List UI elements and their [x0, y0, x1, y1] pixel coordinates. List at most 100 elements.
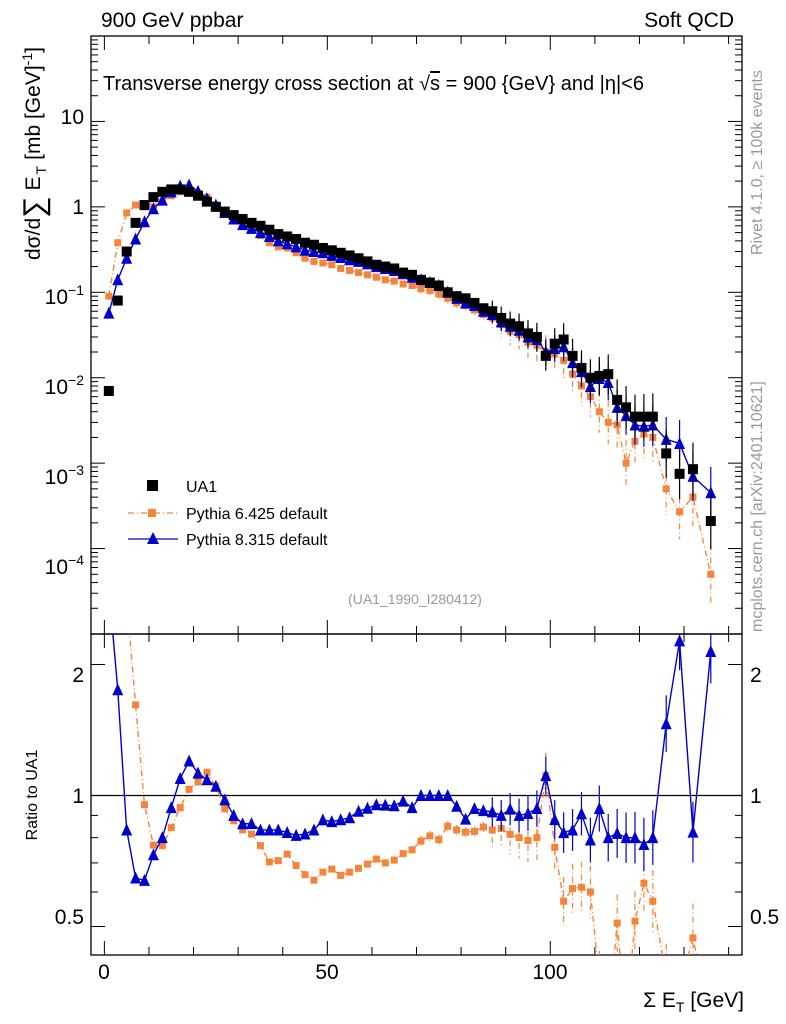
ua1-point	[121, 246, 132, 257]
pythia6-ratio-point	[283, 850, 291, 858]
pythia6-ratio-point	[185, 785, 193, 793]
pythia6-ratio-point	[577, 883, 585, 891]
ua1-point	[291, 234, 302, 245]
pythia6-ratio-point	[586, 888, 594, 896]
y-tick-label-1e-3: 10−3	[45, 462, 85, 489]
pythia6-point	[123, 209, 131, 217]
x-tick-label-100: 100	[532, 961, 567, 984]
rivet-version-label: Rivet 4.1.0, ≥ 100k events	[749, 70, 766, 255]
pythia8-point	[272, 234, 284, 247]
ua1-point	[522, 328, 533, 339]
ua1-point	[219, 206, 230, 217]
pythia8-ratio-point	[558, 826, 570, 839]
ua1-point	[344, 250, 355, 261]
pythia6-ratio-point	[292, 861, 300, 869]
ua1-point	[585, 372, 596, 383]
pythia6-ratio-point	[408, 846, 416, 854]
pythia8-ratio-point	[424, 788, 436, 801]
xlabel-sigma: Σ E	[643, 989, 676, 1012]
ua1-point	[326, 245, 337, 256]
pythia6-ratio-point	[569, 885, 577, 893]
pythia6-point	[274, 243, 282, 251]
pythia6-point	[132, 201, 140, 209]
pythia8-ratio-point	[299, 827, 311, 840]
ua1-point	[228, 210, 239, 221]
pythia6-ratio-point	[381, 859, 389, 867]
pythia8-ratio-point	[593, 802, 605, 815]
pythia6-ratio-point	[203, 768, 211, 776]
pythia8-ratio-point	[174, 772, 186, 785]
ylabel-sub: T	[33, 165, 49, 174]
legend-label-pythia6: Pythia 6.425 default	[186, 506, 328, 523]
ratio-tick-label-right-1: 1	[750, 785, 762, 808]
pythia6-point	[662, 485, 670, 493]
pythia8-ratio-point	[495, 808, 507, 821]
ua1-point	[237, 214, 248, 225]
pythia8-ratio-point	[549, 813, 561, 826]
pythia8-ratio-point	[130, 871, 142, 884]
legend: UA1 Pythia 6.425 default Pythia 8.315 de…	[128, 479, 328, 549]
pythia6-point	[381, 276, 389, 284]
data-series	[103, 178, 717, 1024]
mcplots-source-label: mcplots.cern.ch [arXiv:2401.10621]	[749, 381, 766, 632]
pythia8-ratio-point	[147, 848, 159, 861]
ua1-point	[603, 369, 614, 380]
pythia8-ratio-point	[620, 831, 632, 844]
ua1-point	[103, 385, 114, 396]
pythia6-point	[337, 264, 345, 272]
ua1-point	[576, 362, 587, 373]
pythia6-point	[114, 239, 122, 247]
ylabel-e: E	[22, 176, 45, 190]
pythia8-ratio-point	[433, 788, 445, 801]
pythia6-ratio-point	[435, 836, 443, 844]
ua1-point	[255, 220, 266, 231]
pythia6-point	[595, 408, 603, 416]
x-tick-label-0: 0	[98, 961, 110, 984]
ua1-point	[487, 306, 498, 317]
pythia6-ratio-point	[132, 701, 140, 709]
y-axis-label: dσ/d∑ ET [mb [GeV]-1]	[18, 47, 51, 260]
pythia6-ratio-point	[337, 871, 345, 879]
ua1-point	[549, 338, 560, 349]
ua1-point	[661, 448, 672, 459]
pythia8-ratio-point	[660, 717, 672, 730]
pythia8-ratio-point	[513, 808, 525, 821]
ua1-point	[647, 411, 658, 422]
legend-marker-pythia8	[147, 532, 159, 544]
pythia6-ratio-point	[158, 842, 166, 850]
ua1-point	[424, 277, 435, 288]
plot-title: Transverse energy cross section at √s = …	[103, 73, 644, 95]
pythia8-ratio-point	[103, 581, 114, 593]
xlabel-unit: [GeV]	[684, 989, 744, 1012]
ylabel-sup: -1	[19, 53, 35, 66]
pythia6-ratio-point	[623, 1020, 630, 1024]
pythia6-ratio-point	[479, 823, 487, 831]
pythia6-ratio-point	[248, 830, 256, 838]
pythia6-ratio-point	[524, 837, 532, 845]
pythia8-ratio-point	[237, 817, 249, 830]
pythia8-ratio-point	[397, 794, 409, 807]
pythia8-ratio-point	[575, 807, 587, 820]
pythia6-point	[105, 292, 113, 300]
ua1-point	[264, 224, 275, 235]
analysis-id-label: (UA1_1990_I280412)	[348, 591, 482, 607]
pythia8-ratio-point	[647, 831, 659, 844]
legend-marker-pythia6	[148, 509, 156, 517]
pythia8-ratio-point	[254, 823, 266, 836]
pythia6-point	[292, 249, 300, 257]
pythia6-ratio-point	[426, 832, 434, 840]
pythia6-ratio-point	[390, 856, 398, 864]
ua1-point	[687, 464, 698, 475]
pythia8-ratio-point	[522, 807, 534, 820]
pythia6-ratio-point	[176, 804, 184, 812]
svg-text:dσ/d∑ET[mb [GeV]-1]: dσ/d∑ ET [mb [GeV]-1]	[18, 47, 51, 260]
pythia8-ratio-point	[460, 812, 472, 825]
pythia6-ratio-point	[689, 934, 697, 942]
ua1-point	[674, 468, 685, 479]
pythia8-ratio-point	[317, 813, 329, 826]
pythia6-point	[328, 261, 336, 269]
pythia6-point	[363, 271, 371, 279]
y-tick-label-1: 1	[72, 196, 84, 219]
pythia6-point	[390, 277, 398, 285]
pythia6-point	[265, 239, 273, 247]
